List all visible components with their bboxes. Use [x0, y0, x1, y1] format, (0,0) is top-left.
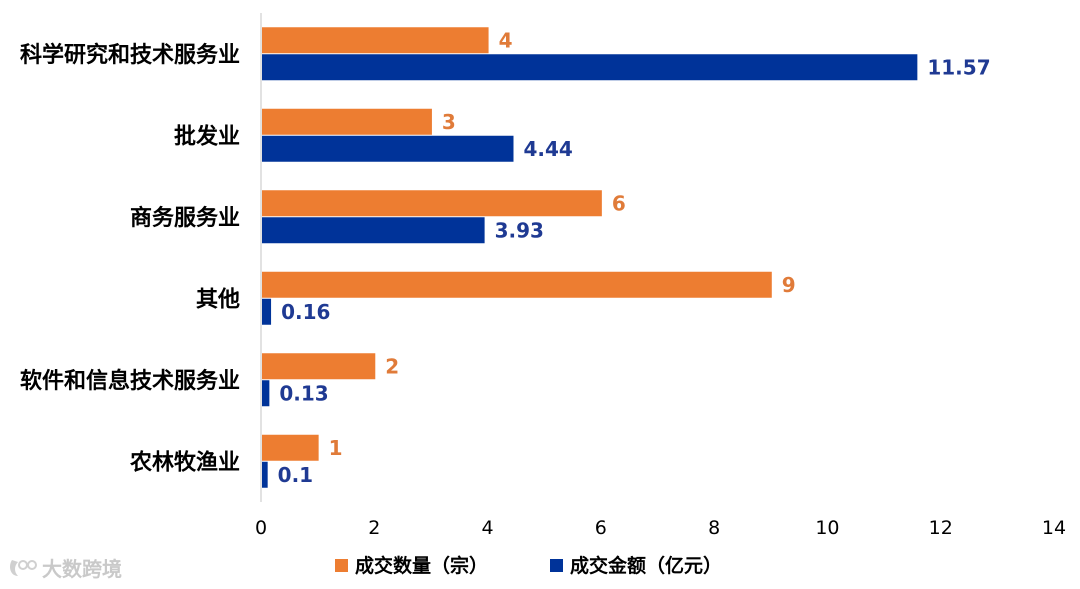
category-label: 农林牧渔业 [129, 449, 240, 475]
category-label: 其他 [196, 287, 240, 312]
bar-amount [262, 54, 918, 81]
bar-count [262, 434, 319, 461]
data-label-count: 2 [385, 354, 399, 378]
category-label: 商务服务业 [130, 205, 240, 231]
data-label-count: 3 [442, 110, 456, 134]
watermark-text: 大数跨境 [42, 557, 122, 581]
data-label-count: 1 [329, 436, 343, 460]
category-label: 科学研究和技术服务业 [20, 42, 240, 68]
x-tick-label: 2 [368, 517, 380, 539]
bars-layer [262, 27, 918, 488]
data-label-count: 4 [499, 28, 513, 52]
legend-label: 成交数量（宗） [355, 554, 488, 577]
x-tick-label: 14 [1042, 517, 1066, 539]
x-tick-label: 0 [255, 517, 267, 539]
legend-swatch [335, 559, 348, 572]
bar-count [262, 190, 602, 217]
x-tick-label: 4 [482, 517, 494, 539]
legend-label: 成交金额（亿元） [570, 554, 722, 577]
data-label-amount: 3.93 [495, 218, 544, 242]
watermark: 大数跨境 [8, 553, 122, 582]
data-label-amount: 0.16 [281, 300, 330, 324]
x-tick-label: 8 [708, 517, 720, 539]
legend-swatch [550, 559, 563, 572]
bar-count [262, 108, 432, 135]
x-tick-label: 12 [929, 517, 953, 539]
legend: 成交数量（宗） 成交金额（亿元） [335, 554, 722, 577]
x-tick-label: 6 [595, 517, 607, 539]
data-label-amount: 0.13 [279, 381, 328, 405]
bar-count [262, 353, 376, 380]
bar-amount [262, 217, 485, 244]
watermark-logo-icon [10, 559, 37, 576]
axis-layer: 0 2 4 6 8 10 12 14 [255, 13, 1066, 539]
data-label-amount: 0.1 [278, 463, 313, 487]
data-label-count: 6 [612, 191, 626, 215]
data-label-amount: 11.57 [927, 55, 990, 79]
bar-count [262, 27, 489, 54]
bar-amount [262, 461, 268, 488]
bar-amount [262, 135, 514, 162]
bar-count [262, 271, 772, 298]
category-label: 软件和信息技术服务业 [20, 368, 240, 394]
data-label-count: 9 [782, 273, 796, 297]
x-tick-label: 10 [815, 517, 839, 539]
category-label: 批发业 [174, 123, 240, 149]
labels-layer: 科学研究和技术服务业 4 11.57 批发业 3 4.44 商务服务业 6 3.93 其他 9 0.1… [20, 28, 991, 487]
bar-amount [262, 380, 270, 407]
data-label-amount: 4.44 [523, 137, 572, 161]
bar-amount [262, 298, 272, 325]
